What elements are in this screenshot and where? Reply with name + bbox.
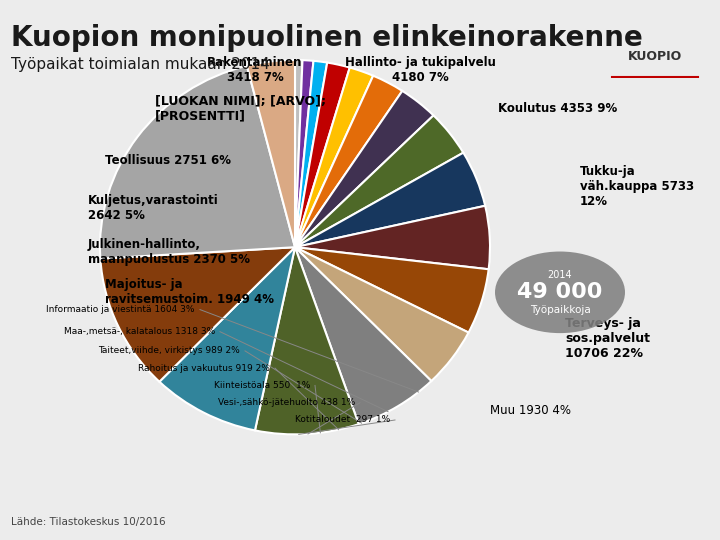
Text: Taiteet,viihde, virkistys 989 2%: Taiteet,viihde, virkistys 989 2% — [98, 346, 240, 355]
Wedge shape — [295, 68, 373, 247]
Wedge shape — [295, 63, 350, 247]
Ellipse shape — [495, 252, 625, 333]
Text: Koulutus 4353 9%: Koulutus 4353 9% — [498, 102, 617, 114]
Wedge shape — [295, 76, 402, 247]
Wedge shape — [295, 60, 302, 247]
Text: Terveys- ja
sos.palvelut
10706 22%: Terveys- ja sos.palvelut 10706 22% — [565, 317, 650, 360]
Wedge shape — [295, 91, 433, 247]
Text: Muu 1930 4%: Muu 1930 4% — [490, 404, 571, 417]
Text: Maa-,metsä-, kalatalous 1318 3%: Maa-,metsä-, kalatalous 1318 3% — [64, 327, 215, 336]
Wedge shape — [295, 206, 490, 269]
Wedge shape — [255, 247, 359, 434]
Text: Hallinto- ja tukipalvelu
4180 7%: Hallinto- ja tukipalvelu 4180 7% — [345, 56, 495, 84]
Text: Kiinteistöala 550  1%: Kiinteistöala 550 1% — [214, 381, 310, 390]
Wedge shape — [295, 247, 431, 424]
Wedge shape — [295, 61, 327, 247]
Wedge shape — [159, 247, 295, 430]
Text: Informaatio ja viestintä 1604 3%: Informaatio ja viestintä 1604 3% — [47, 305, 195, 314]
Text: Tukku-ja
väh.kauppa 5733
12%: Tukku-ja väh.kauppa 5733 12% — [580, 165, 694, 208]
Wedge shape — [295, 247, 469, 381]
Wedge shape — [247, 60, 295, 247]
Wedge shape — [295, 116, 464, 247]
Text: Julkinen-hallinto,
maanpuolustus 2370 5%: Julkinen-hallinto, maanpuolustus 2370 5% — [88, 238, 250, 266]
Wedge shape — [100, 66, 295, 259]
Text: Lähde: Tilastokeskus 10/2016: Lähde: Tilastokeskus 10/2016 — [11, 516, 166, 526]
Text: Kuljetus,varastointi
2642 5%: Kuljetus,varastointi 2642 5% — [88, 194, 219, 222]
Text: Työpaikkoja: Työpaikkoja — [530, 305, 590, 315]
Wedge shape — [295, 247, 489, 333]
Text: Kuopion monipuolinen elinkeinorakenne: Kuopion monipuolinen elinkeinorakenne — [11, 24, 642, 52]
Text: Teollisuus 2751 6%: Teollisuus 2751 6% — [105, 154, 231, 167]
Wedge shape — [100, 247, 295, 382]
Text: [LUOKAN NIMI]; [ARVO];
[PROSENTTI]: [LUOKAN NIMI]; [ARVO]; [PROSENTTI] — [155, 94, 326, 122]
Text: 49 000: 49 000 — [517, 282, 603, 302]
Text: Kotitaloudet  297 1%: Kotitaloudet 297 1% — [294, 415, 390, 424]
Text: Majoitus- ja
ravitsemustoim. 1949 4%: Majoitus- ja ravitsemustoim. 1949 4% — [105, 278, 274, 306]
Text: Vesi-,sähkö-jätehuolto 438 1%: Vesi-,sähkö-jätehuolto 438 1% — [217, 398, 355, 407]
Text: Rahoitus ja vakuutus 919 2%: Rahoitus ja vakuutus 919 2% — [138, 363, 270, 373]
Text: KUOPIO: KUOPIO — [628, 50, 683, 63]
Text: Työpaikat toimialan mukaan 2014: Työpaikat toimialan mukaan 2014 — [11, 57, 269, 72]
Text: Rakentaminen
3418 7%: Rakentaminen 3418 7% — [207, 56, 302, 84]
Text: 2014: 2014 — [548, 270, 572, 280]
Wedge shape — [295, 153, 485, 247]
Wedge shape — [295, 60, 313, 247]
